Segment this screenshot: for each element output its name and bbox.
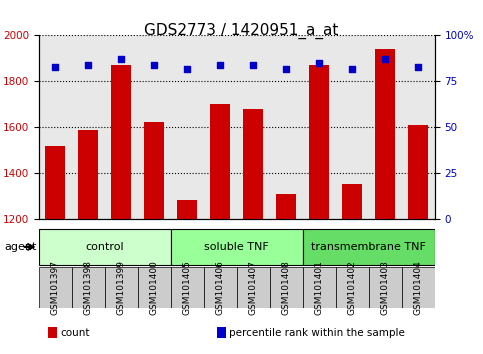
- Bar: [276, 194, 296, 219]
- FancyBboxPatch shape: [138, 267, 170, 308]
- FancyBboxPatch shape: [170, 229, 303, 265]
- FancyBboxPatch shape: [170, 267, 204, 308]
- Text: transmembrane TNF: transmembrane TNF: [311, 242, 426, 252]
- FancyBboxPatch shape: [270, 267, 303, 308]
- FancyBboxPatch shape: [204, 267, 237, 308]
- FancyBboxPatch shape: [39, 229, 170, 265]
- Bar: [210, 104, 230, 219]
- FancyBboxPatch shape: [237, 267, 270, 308]
- Text: GSM101401: GSM101401: [315, 260, 324, 315]
- Bar: [78, 130, 98, 219]
- Text: GSM101406: GSM101406: [216, 260, 225, 315]
- FancyBboxPatch shape: [303, 267, 336, 308]
- Point: [150, 62, 158, 68]
- Text: GSM101398: GSM101398: [84, 260, 93, 315]
- Text: GSM101403: GSM101403: [381, 260, 390, 315]
- Bar: [177, 200, 197, 219]
- FancyBboxPatch shape: [303, 229, 435, 265]
- Point: [414, 64, 422, 69]
- Text: agent: agent: [5, 242, 37, 252]
- Text: GSM101399: GSM101399: [117, 260, 126, 315]
- Point: [84, 62, 92, 68]
- Bar: [144, 122, 164, 219]
- FancyBboxPatch shape: [336, 267, 369, 308]
- Point: [216, 62, 224, 68]
- FancyBboxPatch shape: [39, 267, 71, 308]
- Text: percentile rank within the sample: percentile rank within the sample: [229, 328, 405, 338]
- Point: [381, 57, 389, 62]
- Bar: [111, 65, 131, 219]
- Point: [282, 66, 290, 72]
- FancyBboxPatch shape: [369, 267, 402, 308]
- Text: soluble TNF: soluble TNF: [204, 242, 269, 252]
- FancyBboxPatch shape: [71, 267, 105, 308]
- Bar: [375, 49, 395, 219]
- Text: GSM101408: GSM101408: [282, 260, 291, 315]
- Text: GSM101407: GSM101407: [249, 260, 257, 315]
- Text: count: count: [60, 328, 90, 338]
- Text: control: control: [85, 242, 124, 252]
- Text: GSM101405: GSM101405: [183, 260, 192, 315]
- Bar: [342, 184, 362, 219]
- Point: [183, 66, 191, 72]
- Bar: [408, 125, 428, 219]
- Point: [51, 64, 59, 69]
- Text: GSM101400: GSM101400: [150, 260, 158, 315]
- Text: GSM101404: GSM101404: [414, 260, 423, 315]
- Bar: [309, 65, 329, 219]
- FancyBboxPatch shape: [105, 267, 138, 308]
- Text: GSM101402: GSM101402: [348, 260, 356, 315]
- Bar: [45, 146, 65, 219]
- Point: [348, 66, 356, 72]
- Text: GDS2773 / 1420951_a_at: GDS2773 / 1420951_a_at: [144, 23, 339, 39]
- FancyBboxPatch shape: [402, 267, 435, 308]
- Text: GSM101397: GSM101397: [51, 260, 59, 315]
- Point: [117, 57, 125, 62]
- Bar: [243, 109, 263, 219]
- Point: [249, 62, 257, 68]
- Point: [315, 60, 323, 66]
